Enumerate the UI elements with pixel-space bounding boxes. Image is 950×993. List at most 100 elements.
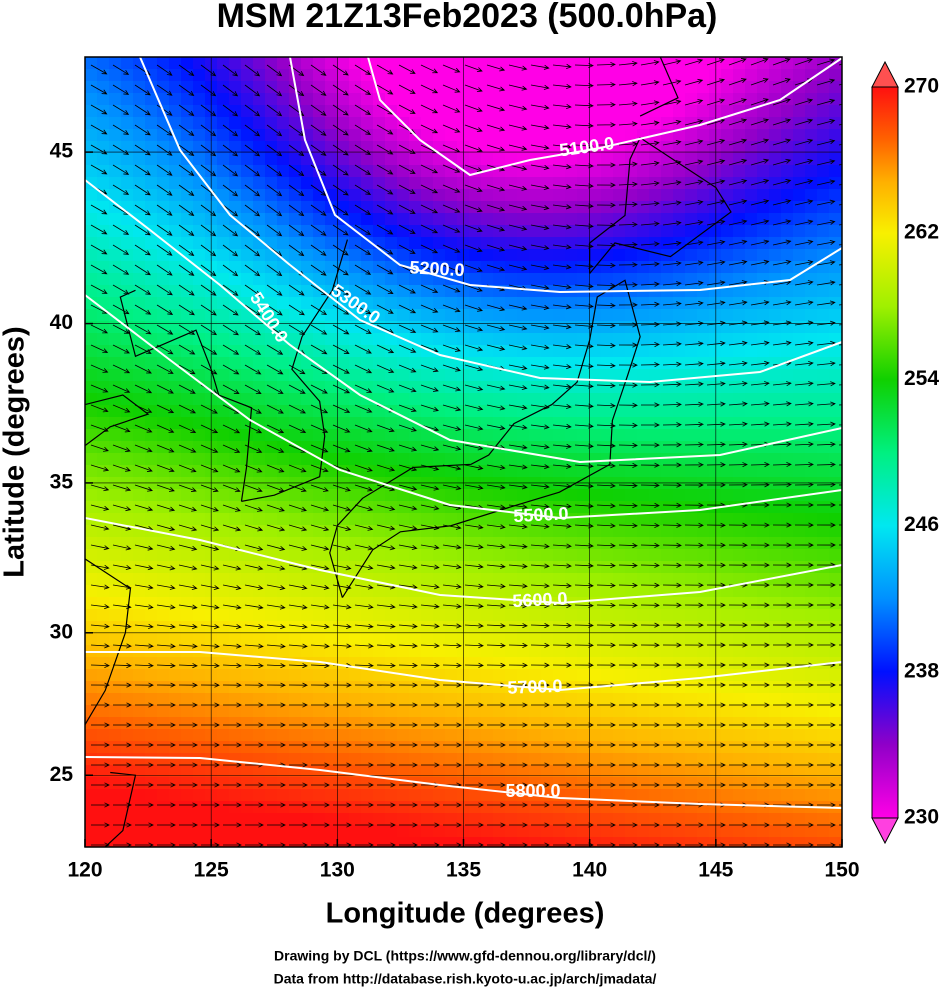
wind-arrow — [222, 324, 239, 336]
wind-arrow — [90, 204, 108, 215]
field-cell — [493, 249, 506, 262]
field-cell — [157, 453, 170, 466]
field-cell — [769, 513, 782, 526]
field-cell — [673, 249, 686, 262]
field-cell — [241, 717, 254, 730]
field-cell — [577, 465, 590, 478]
field-cell — [241, 585, 254, 598]
wind-arrow — [332, 224, 349, 236]
field-cell — [757, 93, 770, 106]
field-cell — [169, 693, 182, 706]
field-cell — [649, 705, 662, 718]
field-cell — [253, 729, 266, 742]
field-cell — [241, 501, 254, 514]
field-cell — [481, 213, 494, 226]
field-cell — [529, 381, 542, 394]
field-cell — [445, 525, 458, 538]
field-cell — [529, 225, 542, 238]
field-cell — [805, 729, 818, 742]
field-cell — [805, 777, 818, 790]
field-cell — [697, 441, 710, 454]
field-cell — [397, 177, 410, 190]
field-cell — [565, 801, 578, 814]
field-cell — [757, 153, 770, 166]
field-cell — [433, 165, 446, 178]
field-cell — [829, 345, 842, 358]
wind-arrow — [376, 384, 395, 393]
field-cell — [613, 153, 626, 166]
field-cell — [613, 669, 626, 682]
field-cell — [769, 309, 782, 322]
field-cell — [169, 225, 182, 238]
field-cell — [697, 789, 710, 802]
field-cell — [493, 453, 506, 466]
field-cell — [841, 69, 842, 82]
field-cell — [769, 645, 782, 658]
field-cell — [217, 669, 230, 682]
field-cell — [253, 465, 266, 478]
field-cell — [637, 429, 650, 442]
field-cell — [793, 513, 806, 526]
field-cell — [841, 597, 842, 610]
field-cell — [793, 729, 806, 742]
field-cell — [241, 285, 254, 298]
field-cell — [361, 141, 374, 154]
field-cell — [241, 213, 254, 226]
field-cell — [85, 489, 98, 502]
field-cell — [805, 273, 818, 286]
field-cell — [601, 549, 614, 562]
field-cell — [649, 297, 662, 310]
field-cell — [661, 273, 674, 286]
field-cell — [613, 657, 626, 670]
wind-arrow — [684, 401, 704, 407]
field-cell — [289, 513, 302, 526]
field-cell — [517, 537, 530, 550]
field-cell — [685, 237, 698, 250]
field-cell — [745, 477, 758, 490]
field-cell — [109, 345, 122, 358]
field-cell — [577, 825, 590, 838]
field-cell — [637, 441, 650, 454]
field-cell — [589, 153, 602, 166]
field-cell — [577, 717, 590, 730]
field-cell — [217, 765, 230, 778]
field-cell — [361, 237, 374, 250]
field-cell — [85, 657, 98, 670]
field-cell — [145, 201, 158, 214]
field-cell — [721, 57, 734, 70]
wind-arrow — [354, 324, 372, 334]
field-cell — [817, 669, 830, 682]
field-cell — [133, 513, 146, 526]
field-cell — [133, 777, 146, 790]
field-cell — [793, 609, 806, 622]
field-cell — [793, 597, 806, 610]
field-cell — [589, 453, 602, 466]
field-cell — [601, 321, 614, 334]
field-cell — [577, 273, 590, 286]
field-cell — [841, 105, 842, 118]
field-cell — [601, 93, 614, 106]
field-cell — [157, 261, 170, 274]
field-cell — [121, 837, 134, 847]
field-cell — [565, 825, 578, 838]
field-cell — [157, 837, 170, 847]
field-cell — [601, 465, 614, 478]
field-cell — [433, 765, 446, 778]
field-cell — [745, 837, 758, 847]
field-cell — [361, 189, 374, 202]
field-cell — [541, 753, 554, 766]
field-cell — [85, 597, 98, 610]
field-cell — [277, 417, 290, 430]
field-cell — [433, 237, 446, 250]
field-cell — [637, 549, 650, 562]
field-cell — [817, 513, 830, 526]
field-cell — [601, 501, 614, 514]
field-cell — [589, 405, 602, 418]
field-cell — [817, 321, 830, 334]
field-cell — [349, 717, 362, 730]
field-cell — [265, 417, 278, 430]
field-cell — [277, 585, 290, 598]
wind-arrow — [376, 84, 394, 95]
field-cell — [625, 333, 638, 346]
field-cell — [481, 201, 494, 214]
